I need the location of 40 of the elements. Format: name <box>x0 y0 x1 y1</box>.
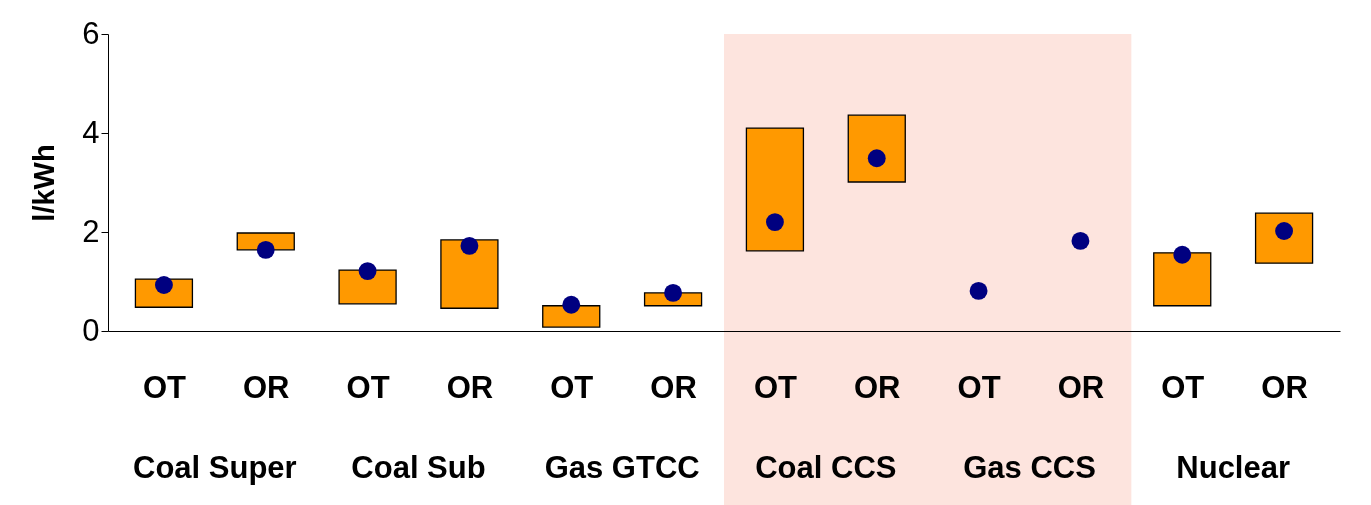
x-tick-label: OR <box>650 369 697 405</box>
bar <box>1153 252 1212 307</box>
point <box>256 240 275 259</box>
point <box>562 295 581 314</box>
point <box>460 236 479 255</box>
x-tick-label: OT <box>346 369 390 405</box>
bar <box>542 305 601 328</box>
x-tick-label: OT <box>550 369 594 405</box>
text: Coal Sub <box>351 450 486 485</box>
x-tick-label: OR <box>1057 369 1105 405</box>
x-tick-label: OT <box>753 369 797 405</box>
point <box>1173 245 1192 264</box>
y-tick-label: 4 <box>82 114 100 150</box>
x-tick-label: OT <box>142 369 186 405</box>
bar <box>440 239 499 309</box>
point <box>867 149 886 168</box>
text: Coal CCS <box>755 450 897 485</box>
y-tick-label: 6 <box>82 15 100 51</box>
x-tick-label: OR <box>243 369 290 405</box>
text: Nuclear <box>1176 450 1291 485</box>
x-tick-label: OR <box>1261 369 1308 405</box>
y-tick-label: 2 <box>82 213 100 249</box>
x-tick-label: OT <box>957 369 1001 405</box>
x-tick-label: OR <box>446 369 494 405</box>
text: Gas GTCC <box>544 450 700 485</box>
text: Gas CCS <box>963 450 1096 485</box>
x-tick-label: OT <box>1161 369 1205 405</box>
point <box>969 281 988 300</box>
bar <box>1254 212 1314 264</box>
y-tick-label: 0 <box>82 312 100 348</box>
point <box>358 262 377 281</box>
y-axis-title: l/kWh <box>28 144 61 222</box>
point <box>765 213 784 232</box>
point <box>1071 231 1090 250</box>
bar <box>338 269 397 305</box>
text: Coal Super <box>133 450 297 485</box>
x-tick-label: OR <box>854 369 901 405</box>
bar <box>847 114 906 183</box>
point <box>664 283 683 302</box>
bar <box>745 127 805 252</box>
